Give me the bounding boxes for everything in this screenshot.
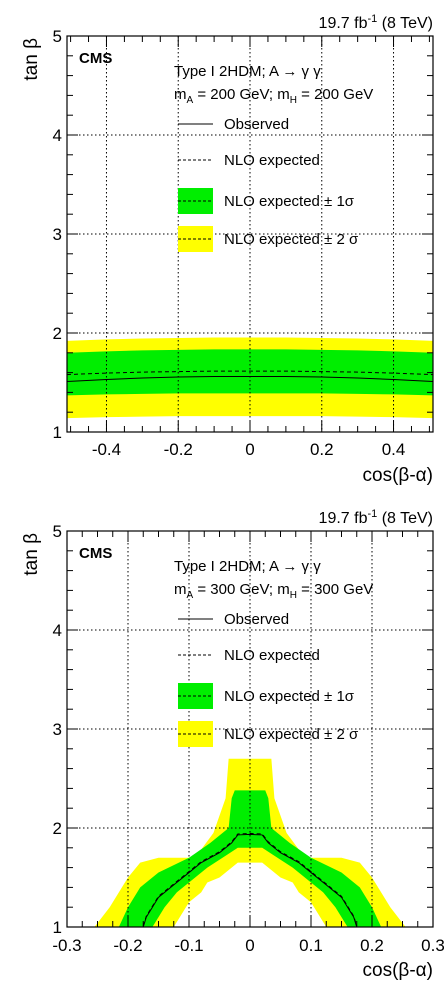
legend-2sigma-label: NLO expected ± 2 σ xyxy=(224,231,359,248)
y-tick-label: 3 xyxy=(53,225,62,244)
x-axis-label: cos(β-α) xyxy=(363,465,433,486)
model-label: Type I 2HDM; A → γ γ xyxy=(174,558,321,575)
x-tick-label: 0.2 xyxy=(310,440,334,459)
legend-observed-label: Observed xyxy=(224,116,289,133)
legend-2sigma-label: NLO expected ± 2 σ xyxy=(224,726,359,743)
legend: Observed NLO expected NLO expected ± 1σ NLO… xyxy=(178,116,359,252)
x-tick-label: -0.2 xyxy=(164,440,193,459)
chart-panel-bottom: -0.3 -0.2 -0.1 0 0.1 0.2 0.3 1 2 3 4 5 cos(β-α) tan β… xyxy=(21,508,444,981)
experiment-label: CMS xyxy=(79,545,112,562)
y-tick-label: 3 xyxy=(53,720,62,739)
x-tick-label: -0.2 xyxy=(113,936,142,955)
x-tick-label: 0 xyxy=(245,936,254,955)
legend: Observed NLO expected NLO expected ± 1σ NLO… xyxy=(178,611,359,747)
legend-1sigma-label: NLO expected ± 1σ xyxy=(224,193,355,210)
y-tick-label: 2 xyxy=(53,324,62,343)
x-tick-label: -0.3 xyxy=(52,936,81,955)
experiment-label: CMS xyxy=(79,50,112,67)
lumi-label: 19.7 fb-1 (8 TeV) xyxy=(319,508,433,527)
plot-area xyxy=(94,758,406,927)
model-label: Type I 2HDM; A → γ γ xyxy=(174,63,321,80)
y-tick-label: 4 xyxy=(53,126,62,145)
masses-label: mA = 300 GeV; mH = 300 GeV xyxy=(174,581,373,601)
x-tick-label: -0.4 xyxy=(92,440,121,459)
band-excluded-inner xyxy=(173,862,327,927)
legend-expected-label: NLO expected xyxy=(224,152,320,169)
x-axis-label: cos(β-α) xyxy=(363,960,433,981)
legend-expected-label: NLO expected xyxy=(224,647,320,664)
y-axis-label: tan β xyxy=(21,38,42,81)
y-tick-label: 1 xyxy=(53,918,62,937)
x-tick-label: -0.1 xyxy=(174,936,203,955)
plot-area xyxy=(67,337,433,419)
observed-line xyxy=(142,833,358,927)
expected-line xyxy=(142,832,358,927)
y-tick-label: 1 xyxy=(53,423,62,442)
expected-line xyxy=(67,370,433,376)
x-tick-label: 0.2 xyxy=(360,936,384,955)
legend-1sigma-label: NLO expected ± 1σ xyxy=(224,688,355,705)
chart-panel-top: -0.4 -0.2 0 0.2 0.4 1 2 3 4 5 cos(β-α) tan β 19.7 fb… xyxy=(21,13,434,486)
lumi-label: 19.7 fb-1 (8 TeV) xyxy=(319,13,433,32)
y-tick-label: 2 xyxy=(53,819,62,838)
y-tick-label: 4 xyxy=(53,621,62,640)
y-tick-label: 5 xyxy=(53,522,62,541)
masses-label: mA = 200 GeV; mH = 200 GeV xyxy=(174,86,373,106)
x-tick-label: 0.1 xyxy=(299,936,323,955)
x-tick-label: 0 xyxy=(245,440,254,459)
y-tick-label: 5 xyxy=(53,27,62,46)
legend-observed-label: Observed xyxy=(224,611,289,628)
y-axis-label: tan β xyxy=(21,533,42,576)
x-tick-label: 0.3 xyxy=(421,936,444,955)
x-tick-label: 0.4 xyxy=(382,440,406,459)
